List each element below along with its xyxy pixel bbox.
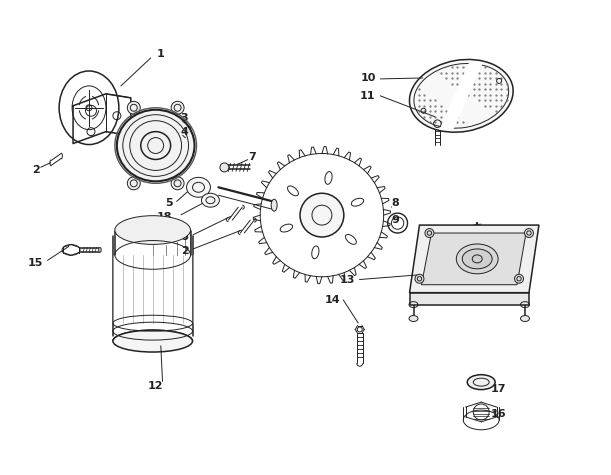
Text: 5: 5: [165, 198, 172, 208]
Text: 2: 2: [32, 165, 40, 175]
Circle shape: [524, 228, 533, 238]
Ellipse shape: [117, 110, 194, 181]
Ellipse shape: [202, 193, 219, 207]
Polygon shape: [409, 225, 539, 293]
Ellipse shape: [463, 249, 492, 269]
Circle shape: [127, 101, 141, 114]
Text: 4: 4: [181, 127, 188, 137]
Ellipse shape: [521, 315, 530, 322]
Ellipse shape: [467, 375, 495, 390]
Text: 14: 14: [324, 294, 340, 304]
Ellipse shape: [409, 315, 418, 322]
Circle shape: [220, 163, 229, 172]
Ellipse shape: [113, 330, 192, 352]
Text: 7: 7: [248, 152, 256, 162]
Text: 1: 1: [157, 49, 164, 59]
Text: 2: 2: [181, 246, 189, 256]
Text: 13: 13: [339, 275, 355, 285]
Ellipse shape: [271, 199, 277, 211]
Circle shape: [425, 228, 434, 238]
Circle shape: [171, 101, 184, 114]
Text: 11: 11: [360, 91, 376, 101]
Text: 18: 18: [157, 212, 172, 222]
Text: 16: 16: [491, 409, 507, 419]
Circle shape: [171, 177, 184, 190]
Text: 12: 12: [148, 381, 163, 391]
Ellipse shape: [409, 59, 513, 132]
Polygon shape: [439, 62, 483, 130]
Circle shape: [415, 274, 424, 283]
Text: 6: 6: [181, 232, 189, 242]
Ellipse shape: [99, 247, 101, 252]
Circle shape: [127, 177, 141, 190]
Text: 15: 15: [28, 258, 43, 268]
Text: 9: 9: [392, 215, 400, 225]
Text: 17: 17: [491, 384, 507, 394]
Ellipse shape: [456, 244, 498, 274]
Ellipse shape: [186, 177, 210, 197]
Circle shape: [514, 274, 524, 283]
Text: 10: 10: [360, 73, 376, 83]
Text: 3: 3: [181, 113, 188, 123]
Ellipse shape: [115, 216, 191, 245]
Text: 8: 8: [392, 198, 400, 208]
Polygon shape: [422, 233, 526, 285]
Circle shape: [300, 193, 344, 237]
Polygon shape: [409, 293, 529, 304]
